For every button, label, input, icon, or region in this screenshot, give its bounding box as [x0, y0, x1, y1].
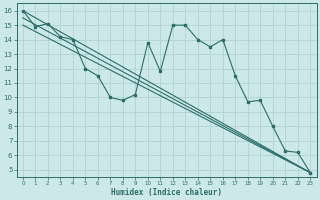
X-axis label: Humidex (Indice chaleur): Humidex (Indice chaleur)	[111, 188, 222, 197]
